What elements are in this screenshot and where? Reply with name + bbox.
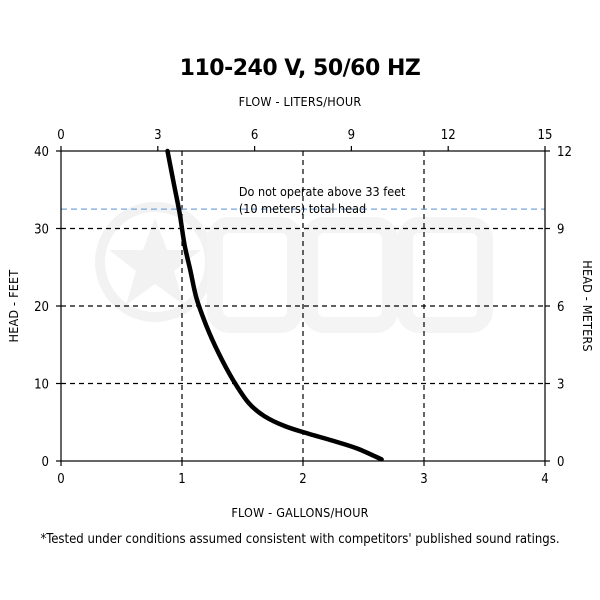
left-axis-title: HEAD - FEET	[6, 270, 21, 343]
right-tick-label-3: 9	[557, 223, 564, 238]
right-tick-label-4: 12	[557, 145, 572, 160]
right-axis-title: HEAD - METERS	[580, 260, 595, 351]
footnote: *Tested under conditions assumed consist…	[40, 532, 559, 547]
top-tick-label-5: 15	[538, 128, 553, 143]
right-tick-label-0: 0	[557, 455, 564, 470]
top-tick-label-1: 3	[154, 128, 161, 143]
right-tick-label-2: 6	[557, 300, 564, 315]
performance-curve	[165, 148, 384, 462]
chart-title: 110-240 V, 50/60 HZ	[180, 56, 421, 81]
left-tick-label-0: 0	[42, 455, 49, 470]
left-tick-label-3: 30	[34, 223, 49, 238]
top-tick-label-3: 9	[348, 128, 355, 143]
left-tick-label-4: 40	[34, 145, 49, 160]
bottom-axis-title: FLOW - GALLONS/HOUR	[231, 505, 368, 520]
limit-note-line-2: (10 meters) total head	[239, 201, 366, 216]
top-axis-title: FLOW - LITERS/HOUR	[239, 94, 362, 109]
top-tick-label-4: 12	[441, 128, 456, 143]
right-tick-label-1: 3	[557, 378, 564, 393]
left-tick-label-1: 10	[34, 378, 49, 393]
top-tick-label-0: 0	[57, 128, 64, 143]
bottom-tick-label-0: 0	[57, 472, 64, 487]
bottom-tick-label-1: 1	[178, 472, 185, 487]
watermark-logo	[95, 202, 493, 333]
limit-note-line-1: Do not operate above 33 feet	[239, 184, 406, 199]
top-tick-label-2: 6	[251, 128, 258, 143]
bottom-tick-label-3: 3	[420, 472, 427, 487]
grid-lines	[61, 151, 545, 461]
bottom-tick-label-4: 4	[541, 472, 548, 487]
bottom-tick-label-2: 2	[299, 472, 306, 487]
left-tick-label-2: 20	[34, 300, 49, 315]
